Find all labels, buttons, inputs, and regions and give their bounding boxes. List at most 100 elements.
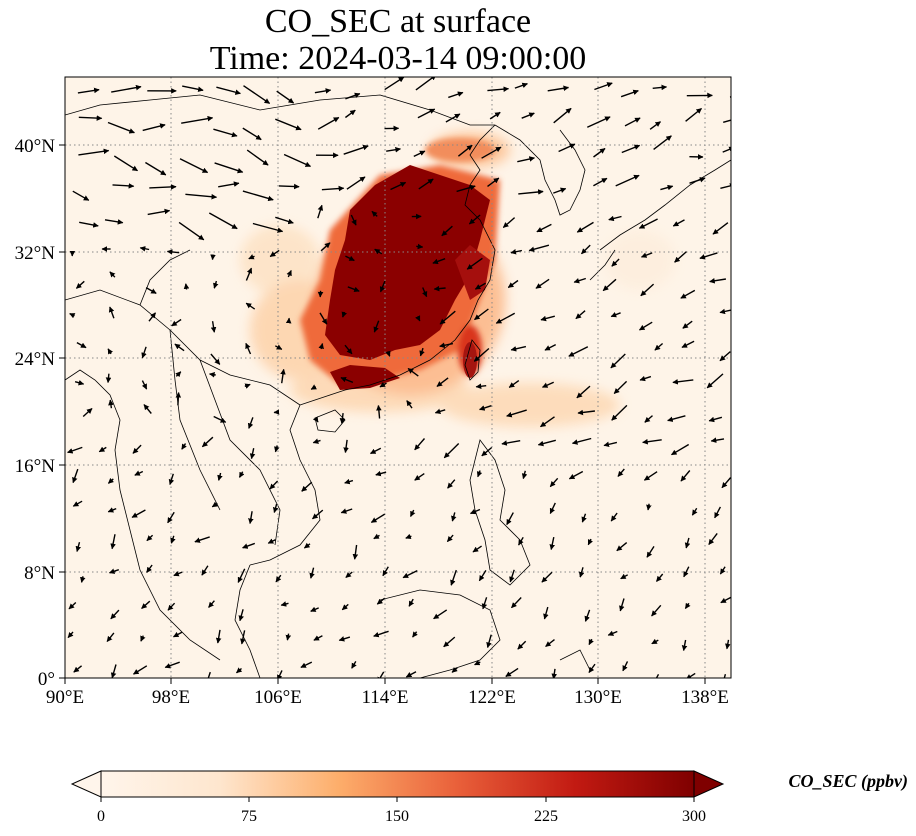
wind-arrow — [280, 601, 289, 607]
wind-arrow — [481, 146, 502, 159]
wind-arrow — [113, 155, 138, 172]
wind-arrow — [98, 446, 107, 453]
wind-arrow — [242, 542, 256, 549]
wind-arrow — [76, 341, 87, 349]
wind-arrow — [131, 509, 146, 519]
lon-tick-label: 98°E — [152, 687, 190, 708]
colorbar: 0 75 150 225 300 CO_SEC (ppbv) — [70, 770, 908, 825]
colorbar-extend-high — [693, 770, 725, 798]
wind-arrow — [593, 147, 606, 158]
wind-arrow — [340, 376, 354, 384]
wind-arrow — [474, 282, 486, 290]
wind-arrow — [517, 156, 535, 163]
wind-arrow — [105, 373, 112, 384]
wind-arrow — [721, 477, 731, 489]
wind-arrow — [376, 404, 382, 419]
wind-arrow — [274, 344, 283, 351]
wind-arrow — [536, 223, 552, 233]
wind-arrow — [343, 144, 369, 155]
wind-arrow — [691, 507, 698, 516]
wind-arrow — [242, 190, 274, 202]
wind-arrow — [487, 86, 510, 92]
wind-arrow — [456, 184, 476, 193]
wind-arrow — [182, 85, 204, 93]
map-title-line2: Time: 2024-03-14 09:00:00 — [209, 40, 587, 77]
wind-arrow — [405, 671, 417, 678]
wind-arrow — [568, 346, 589, 357]
wind-arrow — [622, 661, 629, 672]
lat-tick-label: 24°N — [15, 349, 56, 370]
wind-arrow — [79, 221, 99, 228]
wind-arrow — [611, 404, 628, 421]
wind-arrow — [108, 568, 120, 574]
wind-arrow — [375, 470, 387, 477]
wind-arrow — [341, 311, 347, 318]
wind-arrow — [345, 571, 353, 579]
wind-arrow — [646, 503, 652, 511]
wind-arrow — [313, 635, 323, 641]
wind-arrow — [613, 380, 628, 395]
wind-arrow — [370, 513, 386, 523]
wind-arrow — [481, 446, 493, 457]
wind-arrow — [285, 633, 292, 641]
wind-arrow — [587, 538, 594, 546]
wind-arrow — [341, 603, 349, 611]
wind-arrow — [370, 447, 382, 455]
wind-arrow — [69, 312, 76, 319]
wind-arrow — [543, 606, 549, 620]
wind-arrow — [521, 470, 528, 480]
wind-arrow — [167, 602, 176, 611]
wind-arrow — [139, 246, 150, 252]
wind-arrow — [276, 90, 295, 104]
wind-arrow — [553, 187, 567, 194]
wind-arrow — [602, 278, 617, 292]
wind-arrow — [214, 162, 244, 174]
wind-arrow — [208, 600, 215, 608]
wind-arrow — [110, 664, 117, 678]
wind-arrow — [247, 417, 254, 429]
wind-arrow — [640, 252, 653, 258]
wind-arrow — [655, 573, 664, 582]
colorbar-title: CO_SEC (ppbv) — [788, 771, 908, 792]
wind-arrow — [208, 212, 238, 230]
wind-arrow — [502, 217, 516, 229]
wind-arrow — [216, 86, 241, 95]
wind-arrow — [415, 77, 437, 91]
wind-arrow — [310, 384, 317, 390]
wind-arrow — [210, 353, 221, 365]
wind-arrow — [418, 178, 434, 190]
colorbar-tick-label: 0 — [97, 808, 105, 825]
wind-arrow — [107, 121, 135, 134]
wind-arrow — [108, 306, 115, 319]
wind-arrow — [310, 606, 319, 612]
wind-arrow — [507, 279, 519, 289]
wind-arrow — [720, 183, 731, 189]
wind-arrow — [317, 116, 340, 130]
wind-arrow — [608, 215, 622, 222]
wind-arrow — [213, 128, 238, 138]
wind-arrow — [671, 443, 690, 456]
wind-arrow — [218, 181, 240, 188]
wind-arrow — [134, 470, 144, 476]
wind-arrow — [413, 150, 426, 158]
wind-arrow — [343, 439, 349, 454]
wind-arrow — [194, 536, 210, 543]
wind-arrow — [300, 661, 313, 669]
wind-arrow — [303, 542, 311, 549]
wind-arrow — [505, 667, 519, 678]
wind-arrow — [723, 119, 731, 123]
wind-arrow — [450, 569, 457, 586]
wind-arrow — [651, 604, 662, 617]
wind-arrow — [280, 368, 286, 384]
wind-arrow — [478, 570, 487, 582]
wind-arrow — [412, 631, 418, 638]
lat-tick-label: 32°N — [15, 243, 56, 264]
wind-arrow — [653, 135, 672, 150]
wind-arrow — [588, 663, 596, 673]
wind-arrow — [346, 176, 366, 190]
wind-arrow — [487, 177, 500, 187]
wind-arrow — [283, 153, 312, 168]
wind-arrow — [682, 320, 693, 329]
wind-arrow — [469, 508, 481, 515]
wind-arrow — [422, 287, 428, 298]
